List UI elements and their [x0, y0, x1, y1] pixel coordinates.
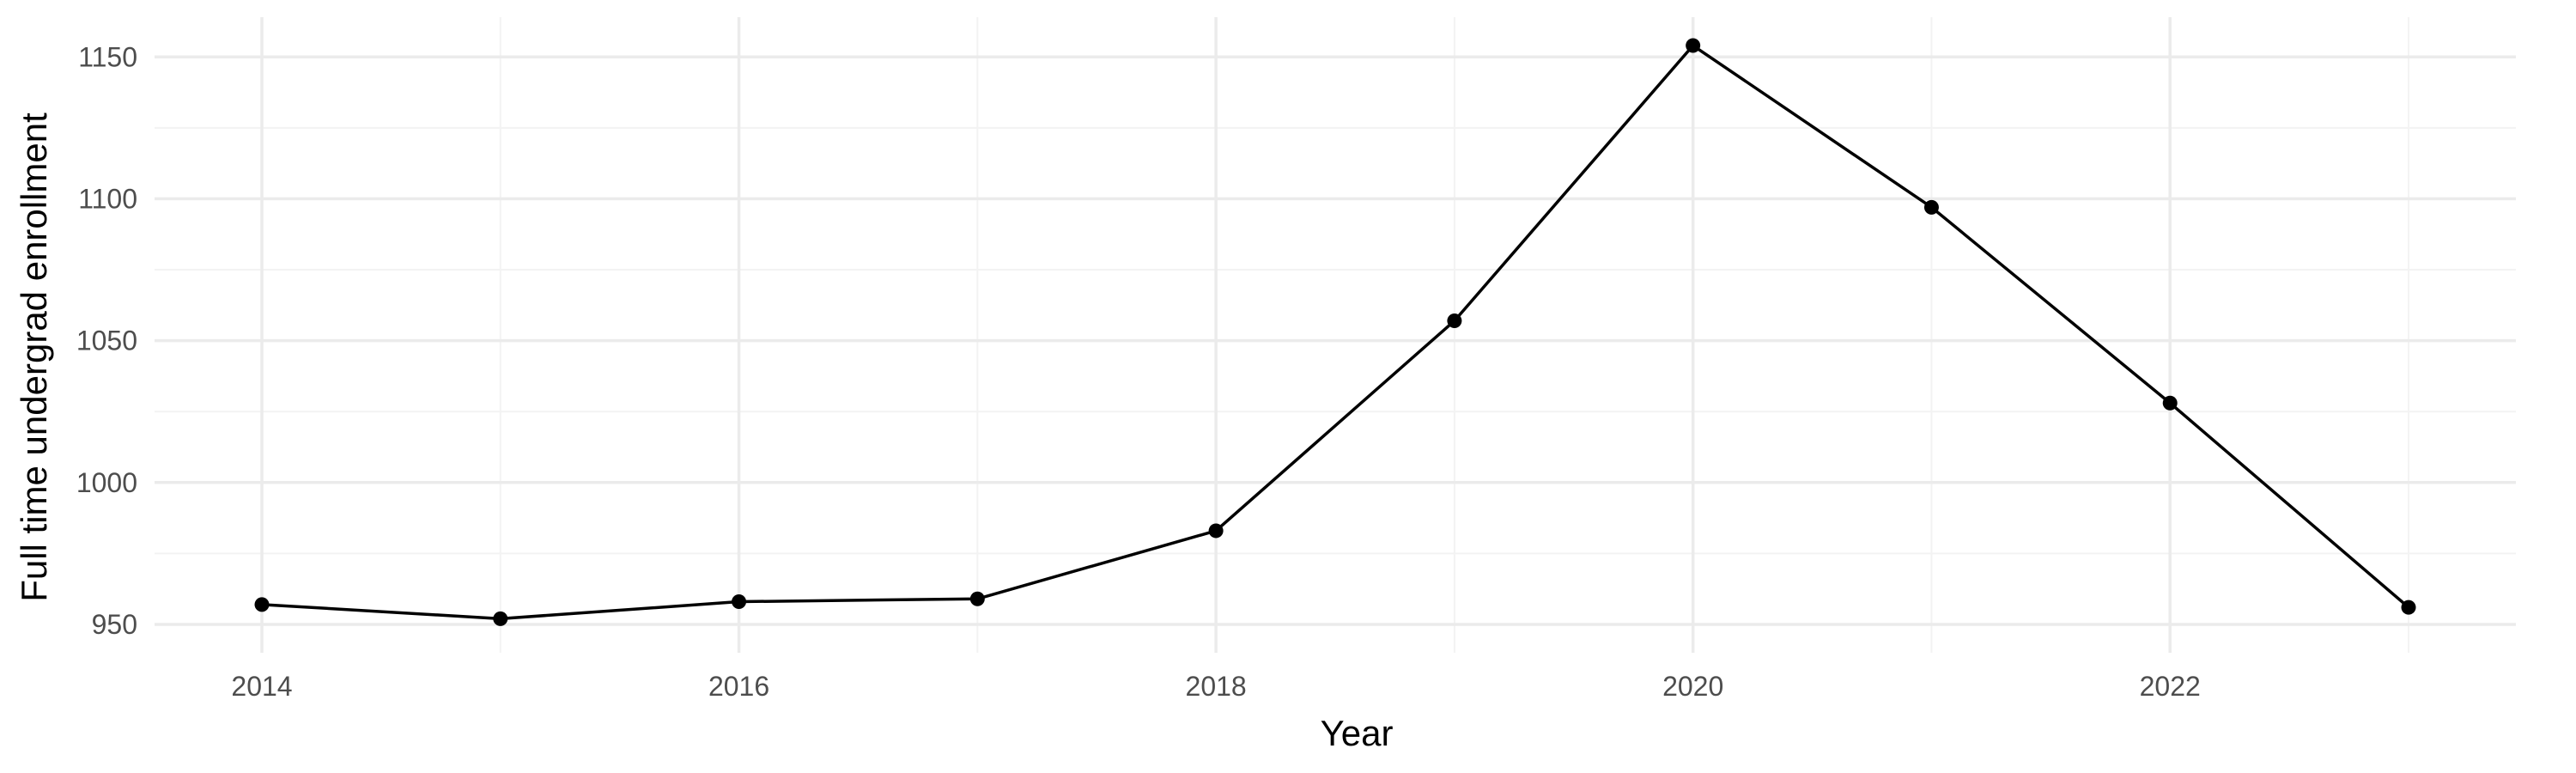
data-point: [493, 611, 508, 626]
x-tick-label: 2016: [708, 671, 769, 702]
data-point: [2162, 395, 2178, 411]
x-tick-label: 2014: [231, 671, 292, 702]
minor-grid: [155, 17, 2516, 653]
x-axis-ticks: 2014 2016 2018 2020 2022: [231, 671, 2200, 702]
data-point: [969, 591, 985, 606]
data-point: [2401, 600, 2416, 615]
data-point: [1686, 38, 1701, 53]
x-tick-label: 2018: [1186, 671, 1247, 702]
x-axis-title: Year: [1321, 713, 1394, 753]
x-tick-label: 2022: [2140, 671, 2201, 702]
y-tick-label: 1000: [76, 467, 137, 498]
y-axis-title: Full time undergrad enrollment: [14, 113, 54, 602]
y-tick-label: 950: [92, 609, 137, 640]
series-line: [261, 44, 2410, 621]
y-tick-label: 1100: [78, 183, 137, 214]
x-tick-label: 2020: [1662, 671, 1723, 702]
data-point: [732, 594, 747, 610]
y-tick-label: 1150: [78, 41, 137, 72]
data-point: [1208, 523, 1224, 539]
major-grid: [155, 17, 2516, 653]
data-point: [1447, 313, 1462, 328]
series-layer: [254, 38, 2416, 626]
data-point: [254, 597, 270, 612]
y-axis-ticks: 950 1000 1050 1100 1150: [76, 41, 137, 640]
data-point: [1923, 199, 1939, 215]
y-tick-label: 1050: [76, 326, 137, 356]
